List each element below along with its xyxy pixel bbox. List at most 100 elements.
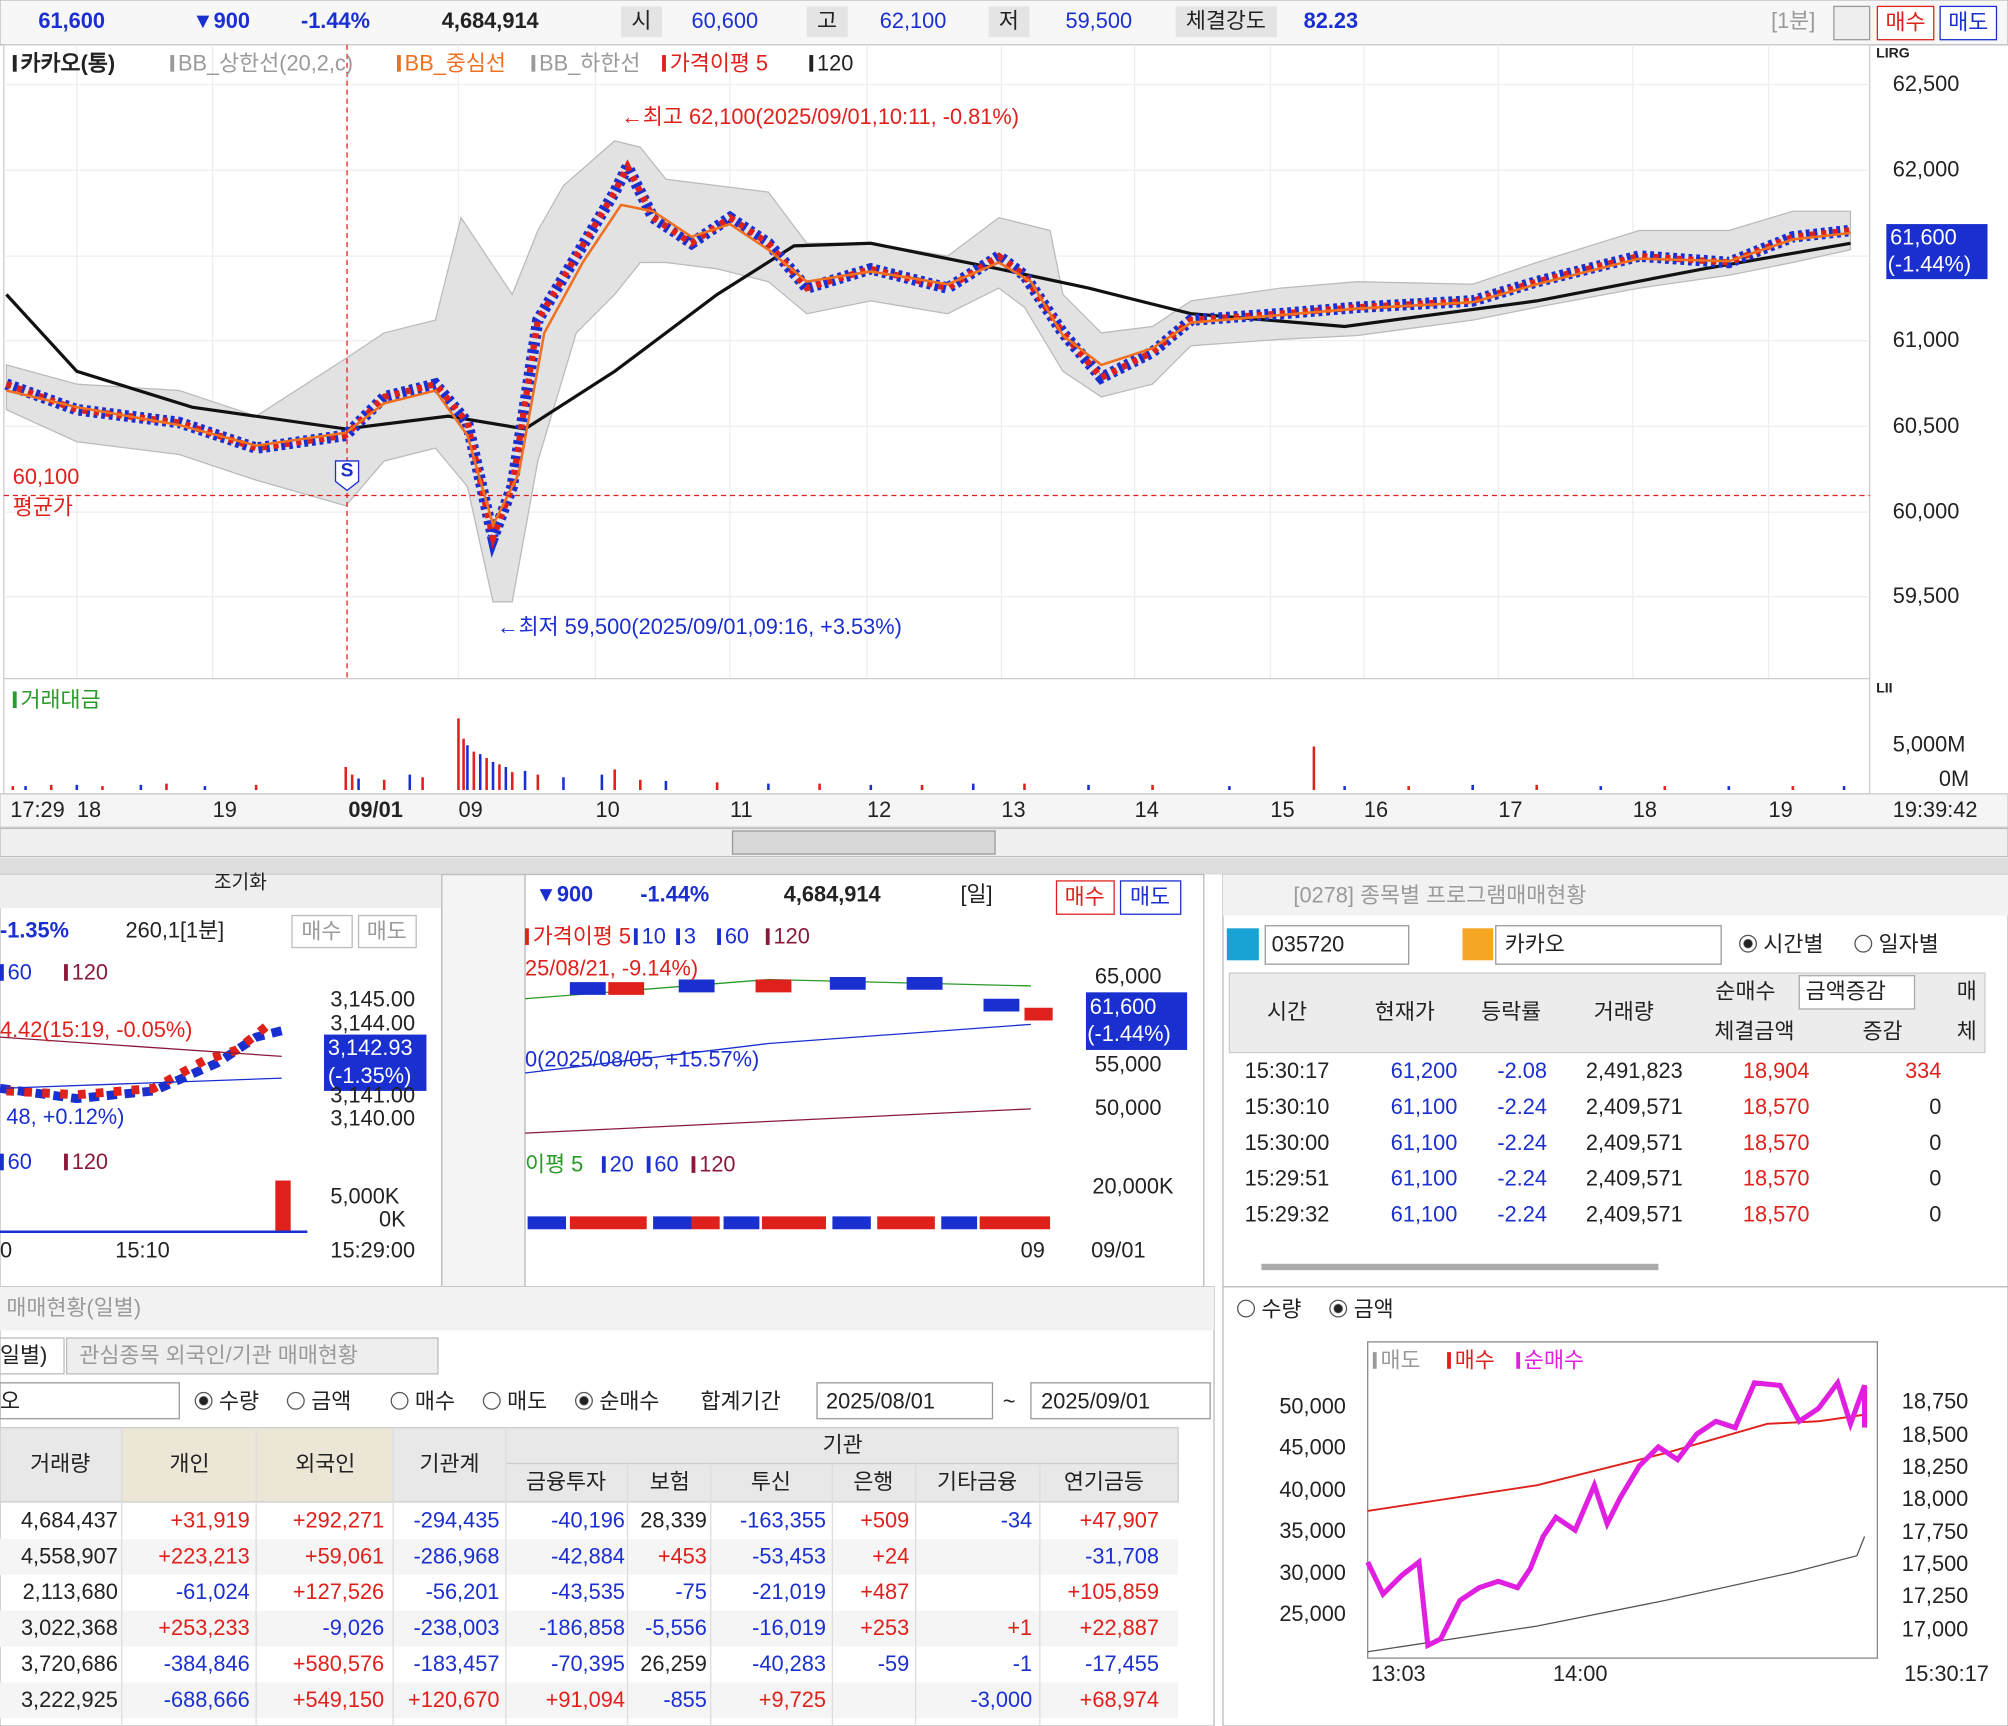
y-tick-label: 0M bbox=[1938, 766, 1970, 792]
radio[interactable]: 시간별 bbox=[1739, 932, 1823, 958]
cell: +105,859 bbox=[1067, 1580, 1159, 1605]
y-tick-label: 50,000 bbox=[1279, 1394, 1346, 1419]
cell: 61,100 bbox=[1390, 1130, 1458, 1155]
radio[interactable]: 순매수 bbox=[575, 1389, 659, 1415]
corner-buttons: LII bbox=[1876, 681, 1893, 697]
x-tick-label: 15:30:17 bbox=[1904, 1661, 1989, 1687]
cell: -384,846 bbox=[163, 1651, 250, 1677]
radio[interactable]: 일자별 bbox=[1854, 932, 1939, 958]
price-tag-rate: (-1.44%) bbox=[1887, 252, 1972, 277]
y-tick-label: 3,141.00 bbox=[330, 1083, 416, 1108]
high-annotation: ←최고 62,100(2025/09/01,10:11, -0.81%) bbox=[621, 104, 1020, 130]
radio[interactable]: 매도 bbox=[483, 1389, 547, 1415]
radio[interactable]: 금액 bbox=[287, 1389, 351, 1415]
x-tick-label: 18 bbox=[1632, 797, 1658, 823]
cell: -186,858 bbox=[538, 1615, 625, 1641]
cell: 61,200 bbox=[1390, 1058, 1458, 1084]
cell: 2,409,571 bbox=[1585, 1130, 1683, 1155]
price-tag-rate: (-1.44%) bbox=[1087, 1021, 1171, 1047]
radio[interactable]: 수량 bbox=[1237, 1297, 1301, 1323]
radio[interactable]: 수량 bbox=[195, 1389, 259, 1415]
corner-buttons: LIRG bbox=[1876, 46, 1910, 62]
price-tag-value: 61,600 bbox=[1890, 225, 1957, 250]
y-tick-label: 5,000M bbox=[1892, 732, 1966, 757]
cell: 3,720,686 bbox=[20, 1651, 118, 1677]
window-title: [0278] 종목별 프로그램매매현황 bbox=[1293, 883, 1587, 908]
y-tick-label: 3,140.00 bbox=[330, 1106, 416, 1131]
cell: +549,150 bbox=[292, 1687, 385, 1712]
volume-title: 거래대금 bbox=[13, 688, 101, 714]
cell: +292,271 bbox=[292, 1508, 385, 1533]
cell: 61,100 bbox=[1390, 1094, 1458, 1120]
marker: S bbox=[340, 459, 354, 482]
column-header: 체결금액 bbox=[1714, 1019, 1795, 1044]
legend-item: 20 bbox=[602, 1152, 634, 1178]
y-tick-label: 18,750 bbox=[1901, 1389, 1969, 1414]
cell: 15:29:51 bbox=[1244, 1166, 1330, 1191]
buy-btn[interactable]: 매수 bbox=[1064, 884, 1105, 910]
cell: 0 bbox=[1929, 1202, 1942, 1227]
cell: -61,024 bbox=[175, 1580, 250, 1605]
x-tick-label: 17 bbox=[1498, 797, 1523, 823]
radio[interactable]: 매수 bbox=[391, 1389, 455, 1415]
cell: 15:30:00 bbox=[1244, 1130, 1330, 1155]
column-header: 기관계 bbox=[419, 1451, 480, 1477]
window-title: 매매현황(일별) bbox=[6, 1295, 142, 1321]
field-label: 고 bbox=[806, 6, 848, 38]
x-tick-label: 09/01 bbox=[348, 797, 403, 823]
sell-btn[interactable]: 매도 bbox=[1948, 10, 1989, 35]
cell: -40,283 bbox=[752, 1651, 826, 1677]
high: 62,100 bbox=[879, 8, 947, 34]
legend-item: 매도 bbox=[1373, 1348, 1420, 1374]
y-tick-label: 17,500 bbox=[1901, 1551, 1969, 1577]
column-header: 매 bbox=[1956, 979, 1977, 1004]
y-tick-label: 30,000 bbox=[1279, 1560, 1346, 1586]
y-tick-label: 0K bbox=[379, 1207, 406, 1232]
price-tag-rate: (-1.35%) bbox=[327, 1064, 412, 1089]
legend-item: 120 bbox=[692, 1152, 735, 1178]
legend-item: BB_상한선(20,2,c) bbox=[170, 51, 353, 77]
cell: -286,968 bbox=[413, 1544, 500, 1569]
x-tick-label: 16 bbox=[1363, 797, 1389, 823]
cell: 18,570 bbox=[1742, 1202, 1810, 1227]
column-header: 기타금융 bbox=[937, 1469, 1018, 1495]
legend-item: 가격이평 5 bbox=[662, 51, 768, 77]
x-tick-label: 14:00 bbox=[1553, 1661, 1608, 1687]
price-tag bbox=[1886, 224, 1988, 280]
interval: [1분] bbox=[1771, 8, 1816, 34]
stock-code: 035720 bbox=[1271, 932, 1345, 957]
column-header: 시간 bbox=[1266, 1000, 1308, 1025]
cell: 18,904 bbox=[1742, 1058, 1810, 1084]
cell: 18,570 bbox=[1742, 1130, 1810, 1155]
cell: +580,576 bbox=[292, 1651, 385, 1677]
low-annotation: 48, +0.12%) bbox=[6, 1105, 125, 1130]
column-group: 기관 bbox=[822, 1432, 863, 1458]
sell-btn[interactable]: 매도 bbox=[1129, 884, 1171, 910]
cell: -34 bbox=[1000, 1508, 1033, 1533]
cell: +487 bbox=[860, 1580, 910, 1605]
cell: -855 bbox=[663, 1687, 707, 1712]
cell: 0 bbox=[1929, 1094, 1942, 1120]
x-tick-label: 10 bbox=[595, 797, 620, 823]
cell: 15:29:32 bbox=[1244, 1202, 1330, 1227]
legend-item: 120 bbox=[766, 924, 809, 950]
x-tick-label: 0 bbox=[0, 1238, 13, 1263]
cell: 28,339 bbox=[640, 1508, 707, 1533]
sell-btn[interactable]: 매도 bbox=[366, 919, 407, 944]
x-tick-label: 11 bbox=[729, 797, 753, 823]
cell: 61,100 bbox=[1390, 1202, 1458, 1227]
buy-btn[interactable]: 매수 bbox=[301, 919, 342, 944]
x-tick-label: 09 bbox=[458, 797, 483, 823]
cell: 3,022,368 bbox=[20, 1615, 118, 1641]
cell: +24 bbox=[872, 1544, 910, 1569]
y-tick-label: 17,000 bbox=[1901, 1617, 1969, 1642]
radio[interactable]: 금액 bbox=[1329, 1297, 1394, 1323]
cell: 2,113,680 bbox=[22, 1580, 118, 1605]
cell: +1 bbox=[1007, 1615, 1033, 1641]
cell: 18,570 bbox=[1742, 1166, 1810, 1191]
column-header: 증감 bbox=[1862, 1019, 1903, 1044]
y-tick-label: 65,000 bbox=[1094, 964, 1162, 989]
legend-item: 60 bbox=[647, 1152, 678, 1178]
buy-btn[interactable]: 매수 bbox=[1885, 10, 1926, 35]
